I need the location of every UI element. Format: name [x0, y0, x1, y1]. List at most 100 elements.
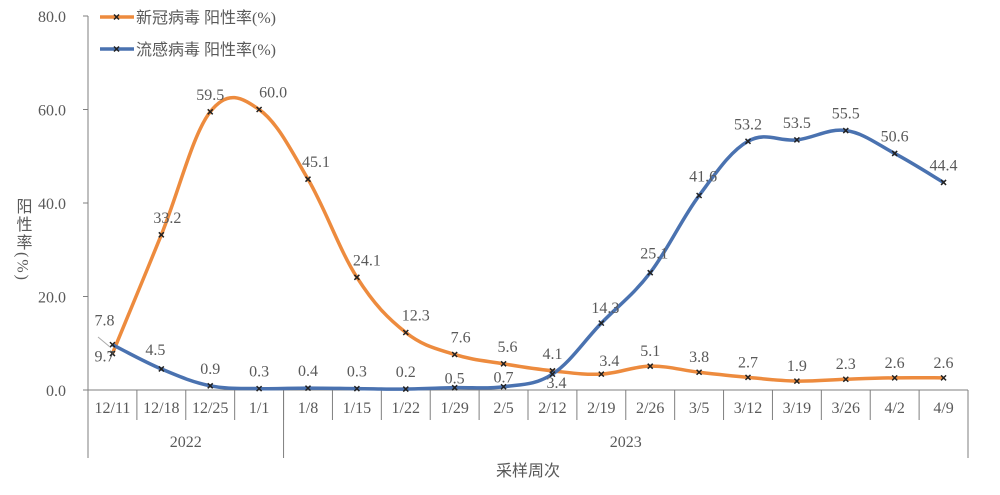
data-label: 0.9: [200, 361, 220, 378]
data-label: 5.6: [498, 339, 518, 356]
data-point-marker: [451, 351, 458, 358]
data-point-marker: [696, 369, 703, 376]
y-tick-label: 80.0: [38, 9, 66, 26]
data-point-marker: [158, 365, 165, 372]
data-label: 55.5: [832, 106, 860, 123]
x-tick-label: 2/5: [493, 400, 513, 417]
data-label: 4.5: [145, 342, 165, 359]
data-label: 0.7: [494, 370, 514, 387]
legend-label: 流感病毒 阳性率(%): [136, 41, 276, 59]
x-tick-label: 12/11: [95, 400, 131, 417]
x-tick-label: 3/12: [734, 400, 762, 417]
series-line-0: [110, 95, 944, 383]
x-tick-label: 3/5: [689, 400, 709, 417]
data-point-marker: [207, 382, 214, 389]
data-label: 7.8: [94, 313, 114, 330]
data-label: 1.9: [787, 358, 807, 375]
data-point-marker: [744, 374, 752, 381]
data-point-marker: [353, 274, 360, 281]
data-point-marker: [842, 376, 849, 383]
data-label: 12.3: [402, 307, 430, 324]
x-tick-label: 12/25: [192, 400, 228, 417]
data-label: 5.1: [640, 343, 660, 360]
y-axis-title: 阳性率(%): [14, 198, 33, 282]
data-label: 53.2: [734, 116, 762, 133]
data-point-marker: [256, 106, 263, 113]
data-point-marker: [207, 108, 214, 115]
data-point-marker: [402, 329, 409, 336]
data-label: 9.7: [94, 349, 114, 366]
data-point-marker: [256, 385, 263, 392]
x-axis-title: 采样周次: [496, 462, 560, 480]
data-label: 25.1: [640, 246, 668, 263]
data-point-marker: [158, 231, 165, 238]
data-point-marker: [549, 371, 556, 378]
x-tick-label: 2/26: [636, 400, 664, 417]
x-tick-label: 4/9: [933, 400, 953, 417]
data-point-marker: [647, 269, 654, 276]
data-label: 2.6: [885, 355, 905, 372]
data-label: 60.0: [259, 85, 287, 102]
data-label: 45.1: [302, 154, 330, 171]
x-tick-label: 1/29: [440, 400, 468, 417]
data-point-marker: [500, 360, 507, 367]
series-line-1: [111, 128, 945, 391]
data-point-marker: [793, 378, 800, 385]
legend-label: 新冠病毒 阳性率(%): [136, 9, 276, 27]
x-tick-label: 1/1: [249, 400, 269, 417]
data-point-marker: [744, 138, 752, 145]
data-point-marker: [353, 385, 360, 392]
legend-marker: [113, 45, 120, 53]
data-label: 3.4: [599, 353, 619, 370]
data-label: 53.5: [783, 115, 811, 132]
data-label: 50.6: [881, 128, 909, 145]
data-label: 59.5: [196, 87, 224, 104]
data-label: 4.1: [542, 346, 562, 363]
x-tick-label: 12/18: [143, 400, 179, 417]
data-point-marker: [891, 150, 898, 157]
data-label: 2.7: [738, 354, 758, 371]
data-point-marker: [598, 371, 605, 378]
data-label: 2.3: [836, 356, 856, 373]
legend-marker: [113, 13, 120, 21]
x-tick-label: 1/22: [392, 400, 420, 417]
data-label: 0.4: [298, 363, 318, 380]
data-point-marker: [891, 374, 898, 381]
data-point-marker: [451, 384, 458, 391]
data-label: 14.3: [591, 300, 619, 317]
data-label: 3.4: [546, 375, 566, 392]
y-tick-label: 40.0: [38, 196, 66, 213]
data-label: 0.5: [445, 371, 465, 388]
x-tick-label: 1/8: [298, 400, 318, 417]
x-tick-label: 4/2: [884, 400, 904, 417]
data-label: 3.8: [689, 349, 709, 366]
x-tick-label: 3/26: [832, 400, 860, 417]
y-tick-label: 20.0: [38, 290, 66, 307]
x-tick-label: 3/19: [783, 400, 811, 417]
data-point-marker: [500, 383, 507, 390]
data-label: 0.2: [396, 364, 416, 381]
data-label: 0.3: [347, 364, 367, 381]
year-label: 2023: [610, 434, 642, 451]
data-point-marker: [940, 374, 947, 381]
data-point-marker: [842, 127, 849, 134]
data-label: 2.6: [934, 355, 954, 372]
data-point-marker: [598, 320, 605, 327]
data-point-marker: [793, 136, 800, 143]
data-point-marker: [109, 341, 116, 348]
data-point-marker: [696, 192, 703, 199]
data-label-leader-line: [97, 336, 111, 348]
x-tick-label: 2/12: [538, 400, 566, 417]
y-tick-label: 0.0: [46, 383, 66, 400]
data-point-marker: [304, 385, 312, 392]
data-label: 0.3: [249, 364, 269, 381]
x-tick-label: 1/15: [343, 400, 371, 417]
data-point-marker: [402, 386, 409, 393]
y-tick-label: 60.0: [38, 103, 66, 120]
data-label: 7.6: [451, 329, 471, 346]
x-tick-label: 2/19: [587, 400, 615, 417]
data-label: 33.2: [153, 210, 181, 227]
data-point-marker: [647, 363, 654, 370]
data-label: 24.1: [353, 252, 381, 269]
